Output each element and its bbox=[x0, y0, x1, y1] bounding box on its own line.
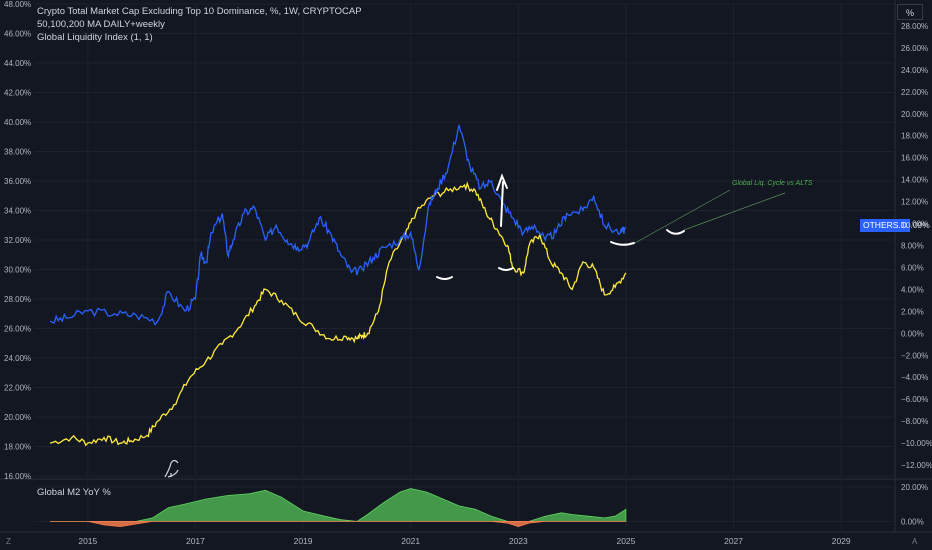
right-tick-label: 6.00% bbox=[901, 263, 924, 272]
bottom-marker bbox=[610, 241, 635, 246]
left-tick-label: 34.00% bbox=[4, 207, 31, 216]
right-tick-label: 18.00% bbox=[901, 132, 928, 141]
x-tick-label: 2023 bbox=[509, 536, 528, 546]
ticker-badge: OTHERS.D bbox=[860, 219, 910, 232]
unit-button[interactable]: % bbox=[897, 4, 923, 20]
right-tick-label: 2.00% bbox=[901, 307, 924, 316]
left-tick-label: 24.00% bbox=[4, 354, 31, 363]
subpanel-axis: 20.00% 0.00% bbox=[901, 483, 928, 526]
right-tick-label: 14.00% bbox=[901, 176, 928, 185]
left-tick-label: 32.00% bbox=[4, 236, 31, 245]
right-tick-label: 24.00% bbox=[901, 66, 928, 75]
left-tick-label: 30.00% bbox=[4, 266, 31, 275]
right-tick-label: 16.00% bbox=[901, 154, 928, 163]
left-tick-label: 36.00% bbox=[4, 177, 31, 186]
x-tick-label: 2017 bbox=[186, 536, 205, 546]
ticker-value: 10.09% bbox=[901, 220, 930, 230]
x-tick-label: 2027 bbox=[724, 536, 743, 546]
ma-legend: 50,100,200 MA DAILY+weekly bbox=[37, 19, 165, 30]
auto-scale-icon[interactable]: A bbox=[912, 537, 918, 546]
x-axis: 2015 2017 2019 2021 2023 2025 2027 2029 bbox=[78, 536, 851, 546]
bottom-marker bbox=[666, 229, 685, 235]
right-tick-label: −6.00% bbox=[901, 395, 928, 404]
right-tick-label: −2.00% bbox=[901, 351, 928, 360]
m2-area-series bbox=[50, 488, 627, 528]
left-tick-label: 46.00% bbox=[4, 30, 31, 39]
right-tick-label: 4.00% bbox=[901, 285, 924, 294]
left-tick-label: 22.00% bbox=[4, 384, 31, 393]
annotation-leader bbox=[634, 189, 731, 244]
x-tick-label: 2019 bbox=[294, 536, 313, 546]
left-tick-label: 40.00% bbox=[4, 118, 31, 127]
x-tick-label: 2025 bbox=[616, 536, 635, 546]
right-tick-label: −8.00% bbox=[901, 417, 928, 426]
right-tick-label: 22.00% bbox=[901, 88, 928, 97]
x-tick-label: 2029 bbox=[832, 536, 851, 546]
left-tick-label: 28.00% bbox=[4, 295, 31, 304]
right-axis: 28.00% 26.00% 24.00% 22.00% 20.00% 18.00% 16.0… bbox=[901, 22, 932, 470]
line-series bbox=[49, 124, 627, 447]
right-tick-label: 12.00% bbox=[901, 198, 928, 207]
grid bbox=[0, 0, 932, 533]
liquidity-legend: Global Liquidity Index (1, 1) bbox=[37, 32, 153, 43]
left-tick-label: 16.00% bbox=[4, 472, 31, 481]
left-tick-label: 44.00% bbox=[4, 59, 31, 68]
m2-negative-area bbox=[50, 521, 626, 528]
left-tick-label: 38.00% bbox=[4, 148, 31, 157]
left-axis: 48.00% 46.00% 44.00% 42.00% 40.00% 38.00% 36.0… bbox=[4, 0, 31, 481]
right-tick-label: 26.00% bbox=[901, 44, 928, 53]
chart-title: Crypto Total Market Cap Excluding Top 10… bbox=[37, 6, 362, 17]
left-tick-label: 42.00% bbox=[4, 89, 31, 98]
annotation-leader bbox=[683, 192, 786, 231]
right-tick-label: 28.00% bbox=[901, 22, 928, 31]
hand-drawn-marks: Global Liq. Cycle vs ALTS bbox=[164, 173, 813, 478]
m2-positive-area bbox=[50, 488, 627, 522]
dino-logo-icon bbox=[164, 459, 179, 478]
bottom-marker bbox=[436, 276, 453, 280]
right-tick-label: −10.00% bbox=[901, 439, 932, 448]
bottom-marker bbox=[498, 267, 514, 271]
right-tick-label: 10.00% bbox=[901, 220, 928, 229]
subpanel-title: Global M2 YoY % bbox=[37, 487, 111, 498]
subpanel-tick-label: 0.00% bbox=[901, 517, 924, 526]
others-dominance-line bbox=[49, 124, 627, 326]
left-tick-label: 18.00% bbox=[4, 443, 31, 452]
annotation-label: Global Liq. Cycle vs ALTS bbox=[732, 180, 813, 187]
subpanel-tick-label: 20.00% bbox=[901, 483, 928, 492]
right-tick-label: −12.00% bbox=[901, 461, 932, 470]
zoom-icon[interactable]: Z bbox=[6, 537, 11, 546]
right-tick-label: 20.00% bbox=[901, 110, 928, 119]
right-tick-label: 0.00% bbox=[901, 329, 924, 338]
right-tick-label: −4.00% bbox=[901, 373, 928, 382]
left-tick-label: 48.00% bbox=[4, 0, 31, 9]
x-tick-label: 2021 bbox=[401, 536, 420, 546]
liquidity-line bbox=[49, 181, 627, 447]
left-tick-label: 26.00% bbox=[4, 325, 31, 334]
x-tick-label: 2015 bbox=[78, 536, 97, 546]
right-tick-label: 8.00% bbox=[901, 241, 924, 250]
up-arrow-icon bbox=[496, 173, 508, 227]
left-tick-label: 20.00% bbox=[4, 413, 31, 422]
